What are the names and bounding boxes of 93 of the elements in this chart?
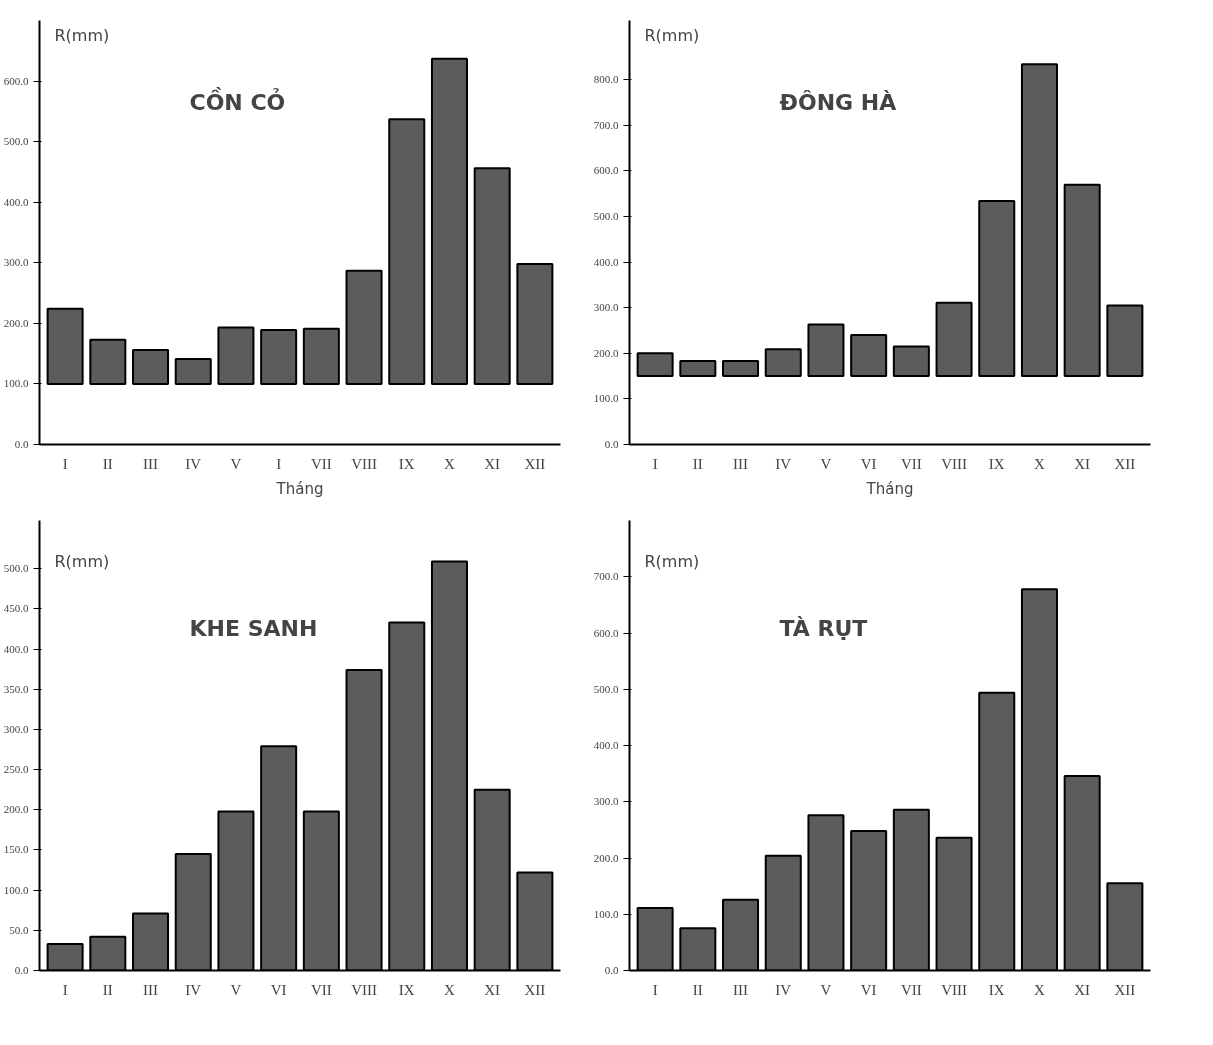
y-tick-label: 100.0: [3, 377, 29, 390]
x-tick-label: III: [143, 455, 159, 472]
x-tick-label: IV: [185, 981, 202, 998]
y-tick-label: 350.0: [3, 682, 29, 695]
y-tick-label: 400.0: [3, 195, 29, 208]
x-tick-label: XI: [484, 455, 501, 472]
x-tick-label: III: [733, 981, 749, 998]
x-tick-label: IX: [988, 455, 1005, 472]
x-axis-title: Tháng: [275, 479, 324, 498]
y-tick-label: 500.0: [3, 135, 29, 148]
y-tick-label: 400.0: [3, 642, 29, 655]
x-tick-label: IV: [775, 981, 792, 998]
x-tick-label: II: [102, 981, 113, 998]
y-tick-label: 400.0: [593, 739, 619, 751]
y-tick-label: 500.0: [593, 682, 619, 695]
x-tick-label: III: [143, 981, 159, 998]
y-tick-label: 200.0: [593, 851, 619, 864]
y-tick-label: 700.0: [593, 118, 619, 131]
y-tick-label: 600.0: [593, 626, 619, 639]
x-tick-label: V: [230, 455, 242, 472]
text: ĐÔNG HÀ: [779, 89, 897, 115]
y-tick-label: 450.0: [3, 602, 29, 615]
x-tick-label: IV: [185, 455, 202, 472]
x-tick-label: I: [652, 455, 658, 472]
y-tick-label: 500.0: [3, 562, 29, 575]
x-tick-label: X: [444, 455, 456, 472]
y-tick-label: 300.0: [593, 301, 619, 314]
y-tick-label: 0.0: [604, 964, 619, 976]
y-tick-label: 600.0: [593, 164, 619, 177]
x-tick-label: VIII: [351, 981, 377, 998]
x-tick-label: I: [62, 981, 68, 998]
y-tick-label: 100.0: [593, 392, 619, 405]
x-tick-label: IV: [775, 455, 792, 472]
x-tick-label: XII: [1114, 455, 1136, 472]
x-tick-label: I: [652, 981, 658, 998]
x-tick-label: X: [1034, 455, 1046, 472]
text: KHE SANH: [189, 615, 318, 641]
y-tick-label: 300.0: [3, 256, 29, 269]
x-tick-label: XI: [1074, 455, 1091, 472]
x-tick-label: II: [102, 455, 113, 472]
y-axis-title: R(mm): [644, 551, 700, 571]
y-tick-label: 200.0: [3, 803, 29, 816]
text: CỒN CỎ: [189, 86, 286, 115]
y-tick-label: 0.0: [14, 964, 29, 976]
x-tick-label: VII: [900, 455, 922, 472]
y-tick-label: 700.0: [593, 570, 619, 583]
x-tick-label: VIII: [941, 981, 967, 998]
x-tick-label: XI: [484, 981, 501, 998]
x-tick-label: II: [692, 981, 703, 998]
y-tick-label: 300.0: [3, 722, 29, 735]
y-tick-label: 150.0: [3, 843, 29, 856]
text: TÀ RỤT: [779, 615, 868, 641]
y-axis-title: R(mm): [54, 25, 110, 45]
x-tick-label: X: [444, 981, 456, 998]
y-tick-label: 800.0: [593, 73, 619, 86]
y-tick-label: 0.0: [14, 438, 29, 450]
x-tick-label: XII: [524, 981, 546, 998]
y-tick-label: 50.0: [9, 923, 29, 936]
x-tick-label: VII: [310, 455, 332, 472]
y-tick-label: 250.0: [3, 763, 29, 776]
y-tick-label: 100.0: [3, 883, 29, 896]
y-tick-label: 200.0: [3, 316, 29, 329]
y-tick-label: 300.0: [593, 795, 619, 808]
x-tick-label: VI: [270, 981, 287, 998]
x-tick-label: VI: [860, 455, 877, 472]
y-tick-label: 600.0: [3, 74, 29, 87]
x-tick-label: VIII: [351, 455, 377, 472]
x-tick-label: V: [820, 981, 832, 998]
y-axis-title: R(mm): [644, 25, 700, 45]
x-tick-label: III: [733, 455, 749, 472]
x-tick-label: VII: [310, 981, 332, 998]
y-axis-title: R(mm): [54, 551, 110, 571]
x-tick-label: VII: [900, 981, 922, 998]
x-tick-label: VIII: [941, 455, 967, 472]
x-axis-title: Tháng: [865, 479, 914, 498]
x-tick-label: XII: [1114, 981, 1136, 998]
x-tick-label: IX: [398, 455, 415, 472]
y-tick-label: 100.0: [593, 907, 619, 920]
x-tick-label: V: [820, 455, 832, 472]
x-tick-label: II: [692, 455, 703, 472]
x-tick-label: IX: [988, 981, 1005, 998]
x-tick-label: IX: [398, 981, 415, 998]
y-tick-label: 0.0: [604, 438, 619, 450]
y-tick-label: 400.0: [593, 255, 619, 268]
x-tick-label: XII: [524, 455, 546, 472]
x-tick-label: V: [230, 981, 242, 998]
x-tick-label: XI: [1074, 981, 1091, 998]
x-tick-label: I: [62, 455, 68, 472]
y-tick-label: 500.0: [593, 210, 619, 223]
x-tick-label: I: [276, 455, 282, 472]
y-tick-label: 200.0: [593, 346, 619, 359]
x-tick-label: X: [1034, 981, 1046, 998]
x-tick-label: VI: [860, 981, 877, 998]
